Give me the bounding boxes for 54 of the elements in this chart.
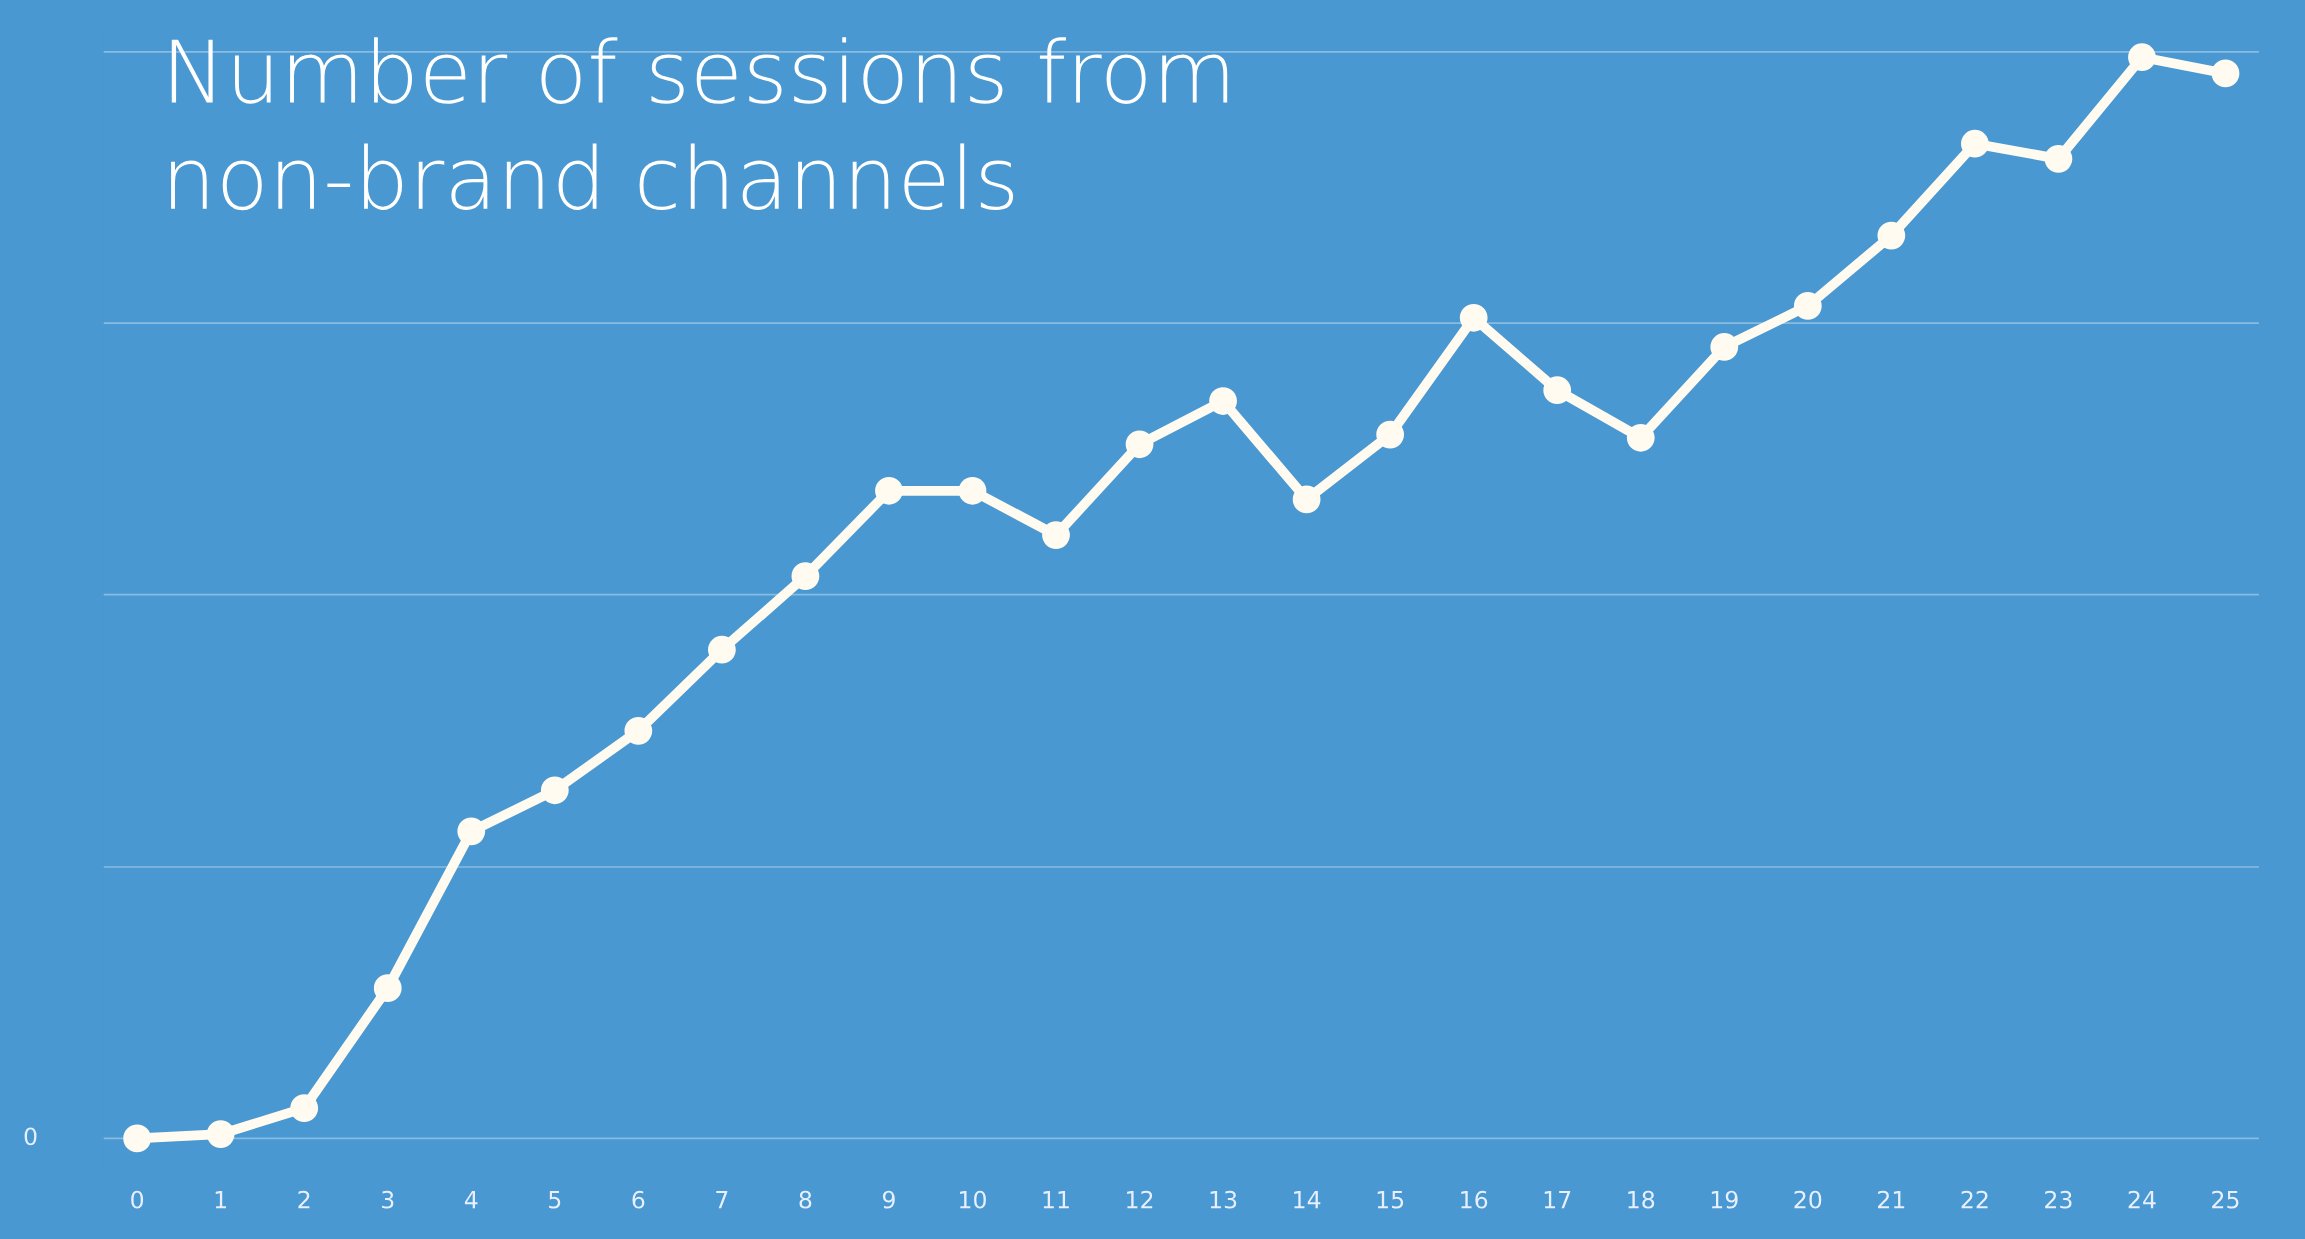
x-tick-label: 12 xyxy=(1127,1190,1153,1209)
x-tick-label: 21 xyxy=(1878,1190,1905,1209)
x-tick-label: 4 xyxy=(464,1191,478,1209)
x-tick-label: 9 xyxy=(882,1190,895,1209)
x-tick-label: 15 xyxy=(1377,1191,1404,1209)
x-tick-label: 22 xyxy=(1961,1190,1988,1209)
x-tick-label: 8 xyxy=(799,1190,812,1209)
point xyxy=(958,476,987,505)
text: 0 xyxy=(24,1127,37,1146)
point xyxy=(791,562,820,591)
x-tick-label: 10 xyxy=(960,1190,986,1209)
x-tick-label: 24 xyxy=(2128,1190,2156,1209)
point xyxy=(373,974,402,1003)
x-tick-label: 16 xyxy=(1461,1190,1488,1209)
x-tick-label: 25 xyxy=(2212,1190,2239,1209)
point xyxy=(206,1120,235,1148)
point xyxy=(875,476,903,505)
x-tick-label: 14 xyxy=(1294,1191,1321,1209)
x-tick-label: 5 xyxy=(549,1191,561,1209)
x-tick-label: 3 xyxy=(382,1190,394,1209)
point xyxy=(1292,485,1321,514)
x-tick-label: 19 xyxy=(1711,1190,1738,1209)
x-tick-label: 7 xyxy=(716,1191,728,1209)
point xyxy=(123,1124,152,1153)
x-tick-label: 20 xyxy=(1794,1190,1822,1209)
point xyxy=(2211,59,2240,88)
point xyxy=(1125,430,1154,459)
point xyxy=(624,716,653,745)
point xyxy=(1459,303,1488,332)
chart-title: Number of sessions from non-brand channels xyxy=(171,37,1228,211)
x-tick-label: 23 xyxy=(2045,1190,2072,1209)
point xyxy=(290,1094,319,1123)
point xyxy=(2044,144,2073,173)
point xyxy=(1710,333,1739,361)
point xyxy=(1376,420,1405,449)
point xyxy=(707,635,736,664)
point xyxy=(1626,423,1655,452)
x-tick-label: 6 xyxy=(632,1190,645,1209)
point xyxy=(540,776,569,805)
point xyxy=(1961,129,1989,158)
point xyxy=(1042,521,1070,549)
x-tick-label: 1 xyxy=(215,1191,226,1209)
x-tick-label: 17 xyxy=(1544,1191,1571,1209)
x-tick-label: 2 xyxy=(298,1190,310,1209)
point xyxy=(1209,387,1237,415)
point xyxy=(1793,292,1822,320)
point xyxy=(2128,43,2156,72)
x-tick-label: 11 xyxy=(1043,1191,1069,1209)
point xyxy=(1543,376,1572,405)
point xyxy=(457,817,486,846)
point xyxy=(1877,221,1906,250)
x-tick-label: 0 xyxy=(131,1190,144,1209)
x-tick-label: 13 xyxy=(1210,1190,1237,1209)
x-tick-label: 18 xyxy=(1628,1190,1655,1209)
